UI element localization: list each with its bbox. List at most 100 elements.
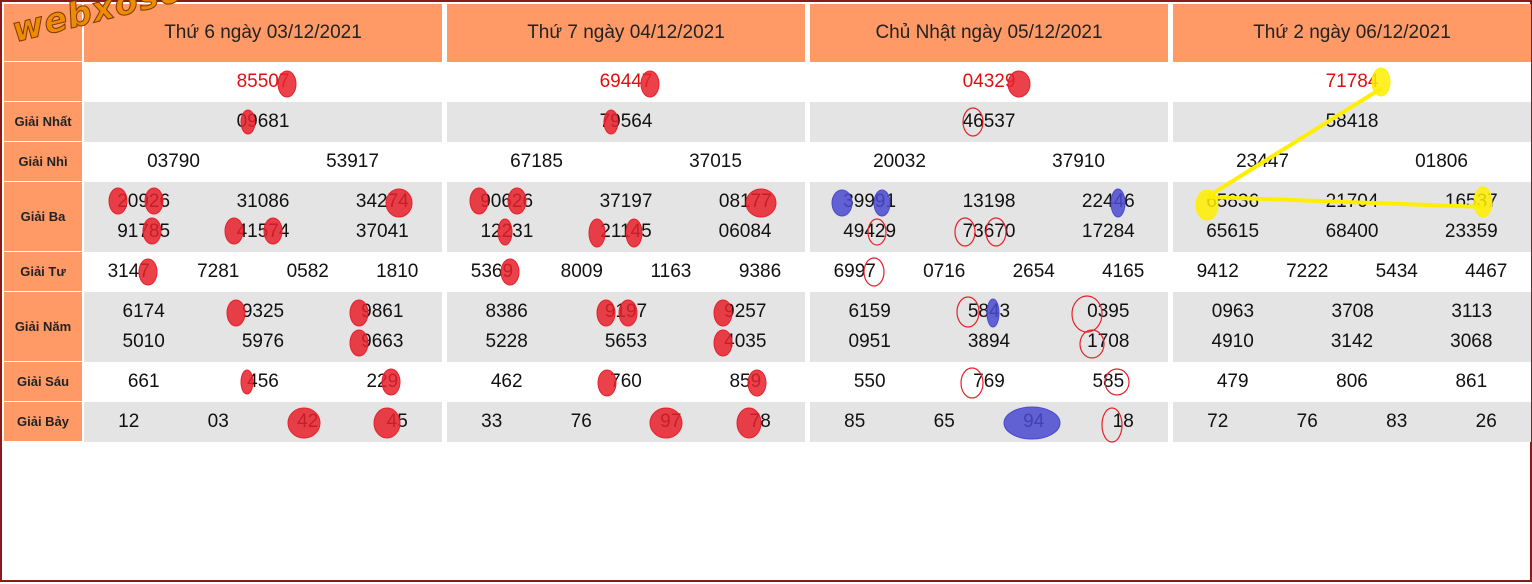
prize-line: 58418	[1173, 107, 1531, 137]
prize-line: 72 76 83 26	[1173, 407, 1531, 437]
prize-number: 5228	[485, 331, 528, 352]
row-g7: 85 65 94 18	[810, 402, 1168, 442]
special-prize-line: 04329	[810, 67, 1168, 97]
prize-line: 5010 5976 9663	[84, 327, 442, 357]
prize-number: 9386	[738, 261, 782, 282]
label-giai-nhat: Giải Nhất	[4, 102, 82, 142]
prize-number: 42	[297, 411, 319, 432]
row-g5: 0963 3708 3113 4910 3142 3068	[1173, 292, 1531, 362]
prize-number: 5434	[1375, 261, 1418, 282]
label-giai-sau: Giải Sáu	[4, 362, 82, 402]
prize-line: 0951 3894 1708	[810, 327, 1168, 357]
prize-number: 12	[118, 411, 140, 432]
prize-number: 53917	[326, 151, 379, 172]
prize-number: 34274	[355, 191, 409, 212]
prize-number: 76	[570, 411, 592, 432]
prize-line: 550 769 585	[810, 367, 1168, 397]
special-prize-number: 04329	[962, 71, 1016, 92]
prize-line: 5369 8009 1163 9386	[447, 257, 805, 287]
prize-number: 4467	[1465, 261, 1508, 282]
label-giai-tu: Giải Tư	[4, 252, 82, 292]
column-separator	[442, 4, 447, 442]
prize-line: 49429 73670 17284	[810, 217, 1168, 247]
prize-number: 3894	[967, 331, 1011, 352]
prize-number: 21704	[1325, 191, 1379, 212]
prize-line: 91785 41574 37041	[84, 217, 442, 247]
prize-line: 479 806 861	[1173, 367, 1531, 397]
prize-line: 79564	[447, 107, 805, 137]
prize-number: 37910	[1052, 151, 1105, 172]
prize-number: 3708	[1331, 301, 1374, 322]
prize-number: 08177	[718, 191, 772, 212]
prize-line: 6997 0716 2654 4165	[810, 257, 1168, 287]
prize-number: 8009	[560, 261, 603, 282]
prize-line: 85 65 94 18	[810, 407, 1168, 437]
prize-line: 661 456 229	[84, 367, 442, 397]
row-g5: 8386 9197 9257 5228 5653 4035	[447, 292, 805, 362]
prize-number: 9663	[361, 331, 404, 352]
prize-line: 23447 01806	[1173, 147, 1531, 177]
day-title: Thứ 6 ngày 03/12/2021	[84, 4, 442, 62]
row-g6: 462 760 859	[447, 362, 805, 402]
day-col-05-12: Chủ Nhật ngày 05/12/2021 04329 46537 20032 3…	[810, 4, 1168, 442]
prize-number: 2654	[1012, 261, 1055, 282]
prize-number: 229	[366, 371, 399, 392]
prize-number: 33	[481, 411, 503, 432]
prize-number: 6174	[122, 301, 165, 322]
column-separator	[805, 4, 810, 442]
prize-number: 39991	[843, 191, 897, 212]
prize-number: 31086	[236, 191, 290, 212]
prize-number: 9412	[1196, 261, 1239, 282]
prize-number: 0963	[1211, 301, 1255, 322]
prize-number: 46537	[962, 111, 1016, 132]
prize-number: 78	[749, 411, 771, 432]
day-col-04-12: Thứ 7 ngày 04/12/2021 69447 79564 67185 3701…	[447, 4, 805, 442]
prize-number: 0582	[286, 261, 329, 282]
prize-number: 49429	[843, 221, 897, 242]
prize-line: 12231 21145 06084	[447, 217, 805, 247]
row-g2: 03790 53917	[84, 142, 442, 182]
prize-number: 23447	[1236, 151, 1289, 172]
prize-number: 9861	[361, 301, 404, 322]
row-g4: 5369 8009 1163 9386	[447, 252, 805, 292]
prize-number: 65	[933, 411, 955, 432]
prize-number: 6997	[833, 261, 876, 282]
prize-number: 7281	[197, 261, 240, 282]
row-g1: 09681	[84, 102, 442, 142]
prize-number: 06084	[718, 221, 772, 242]
day-title: Thứ 7 ngày 04/12/2021	[447, 4, 805, 62]
prize-number: 8386	[485, 301, 528, 322]
label-giai-nam: Giải Năm	[4, 292, 82, 362]
prize-number: 479	[1216, 371, 1249, 392]
prize-line: 20032 37910	[810, 147, 1168, 177]
prize-number: 861	[1455, 371, 1488, 392]
prize-line: 3147 7281 0582 1810	[84, 257, 442, 287]
prize-number: 76	[1296, 411, 1318, 432]
prize-number: 20032	[873, 151, 926, 172]
prize-line: 33 76 97 78	[447, 407, 805, 437]
prize-number: 37041	[355, 221, 409, 242]
row-db: 71784	[1173, 62, 1531, 102]
prize-number: 17284	[1081, 221, 1135, 242]
prize-line: 462 760 859	[447, 367, 805, 397]
prize-number: 1708	[1087, 331, 1130, 352]
prize-number: 7222	[1286, 261, 1329, 282]
prize-number: 806	[1336, 371, 1368, 392]
prize-line: 8386 9197 9257	[447, 297, 805, 327]
row-g1: 58418	[1173, 102, 1531, 142]
prize-number: 4910	[1211, 331, 1254, 352]
prize-line: 65615 68400 23359	[1173, 217, 1531, 247]
prize-number: 16537	[1444, 191, 1498, 212]
prize-number: 18	[1112, 411, 1134, 432]
day-title: Thứ 2 ngày 06/12/2021	[1173, 4, 1531, 62]
prize-number: 94	[1023, 411, 1045, 432]
prize-number: 41574	[236, 221, 290, 242]
prize-number: 9197	[604, 301, 648, 322]
prize-line: 6159 5843 0395	[810, 297, 1168, 327]
row-db: 04329	[810, 62, 1168, 102]
prize-number: 37015	[689, 151, 742, 172]
prize-number: 9325	[241, 301, 285, 322]
row-db: 85507	[84, 62, 442, 102]
row-g2: 20032 37910	[810, 142, 1168, 182]
prize-line: 4910 3142 3068	[1173, 327, 1531, 357]
